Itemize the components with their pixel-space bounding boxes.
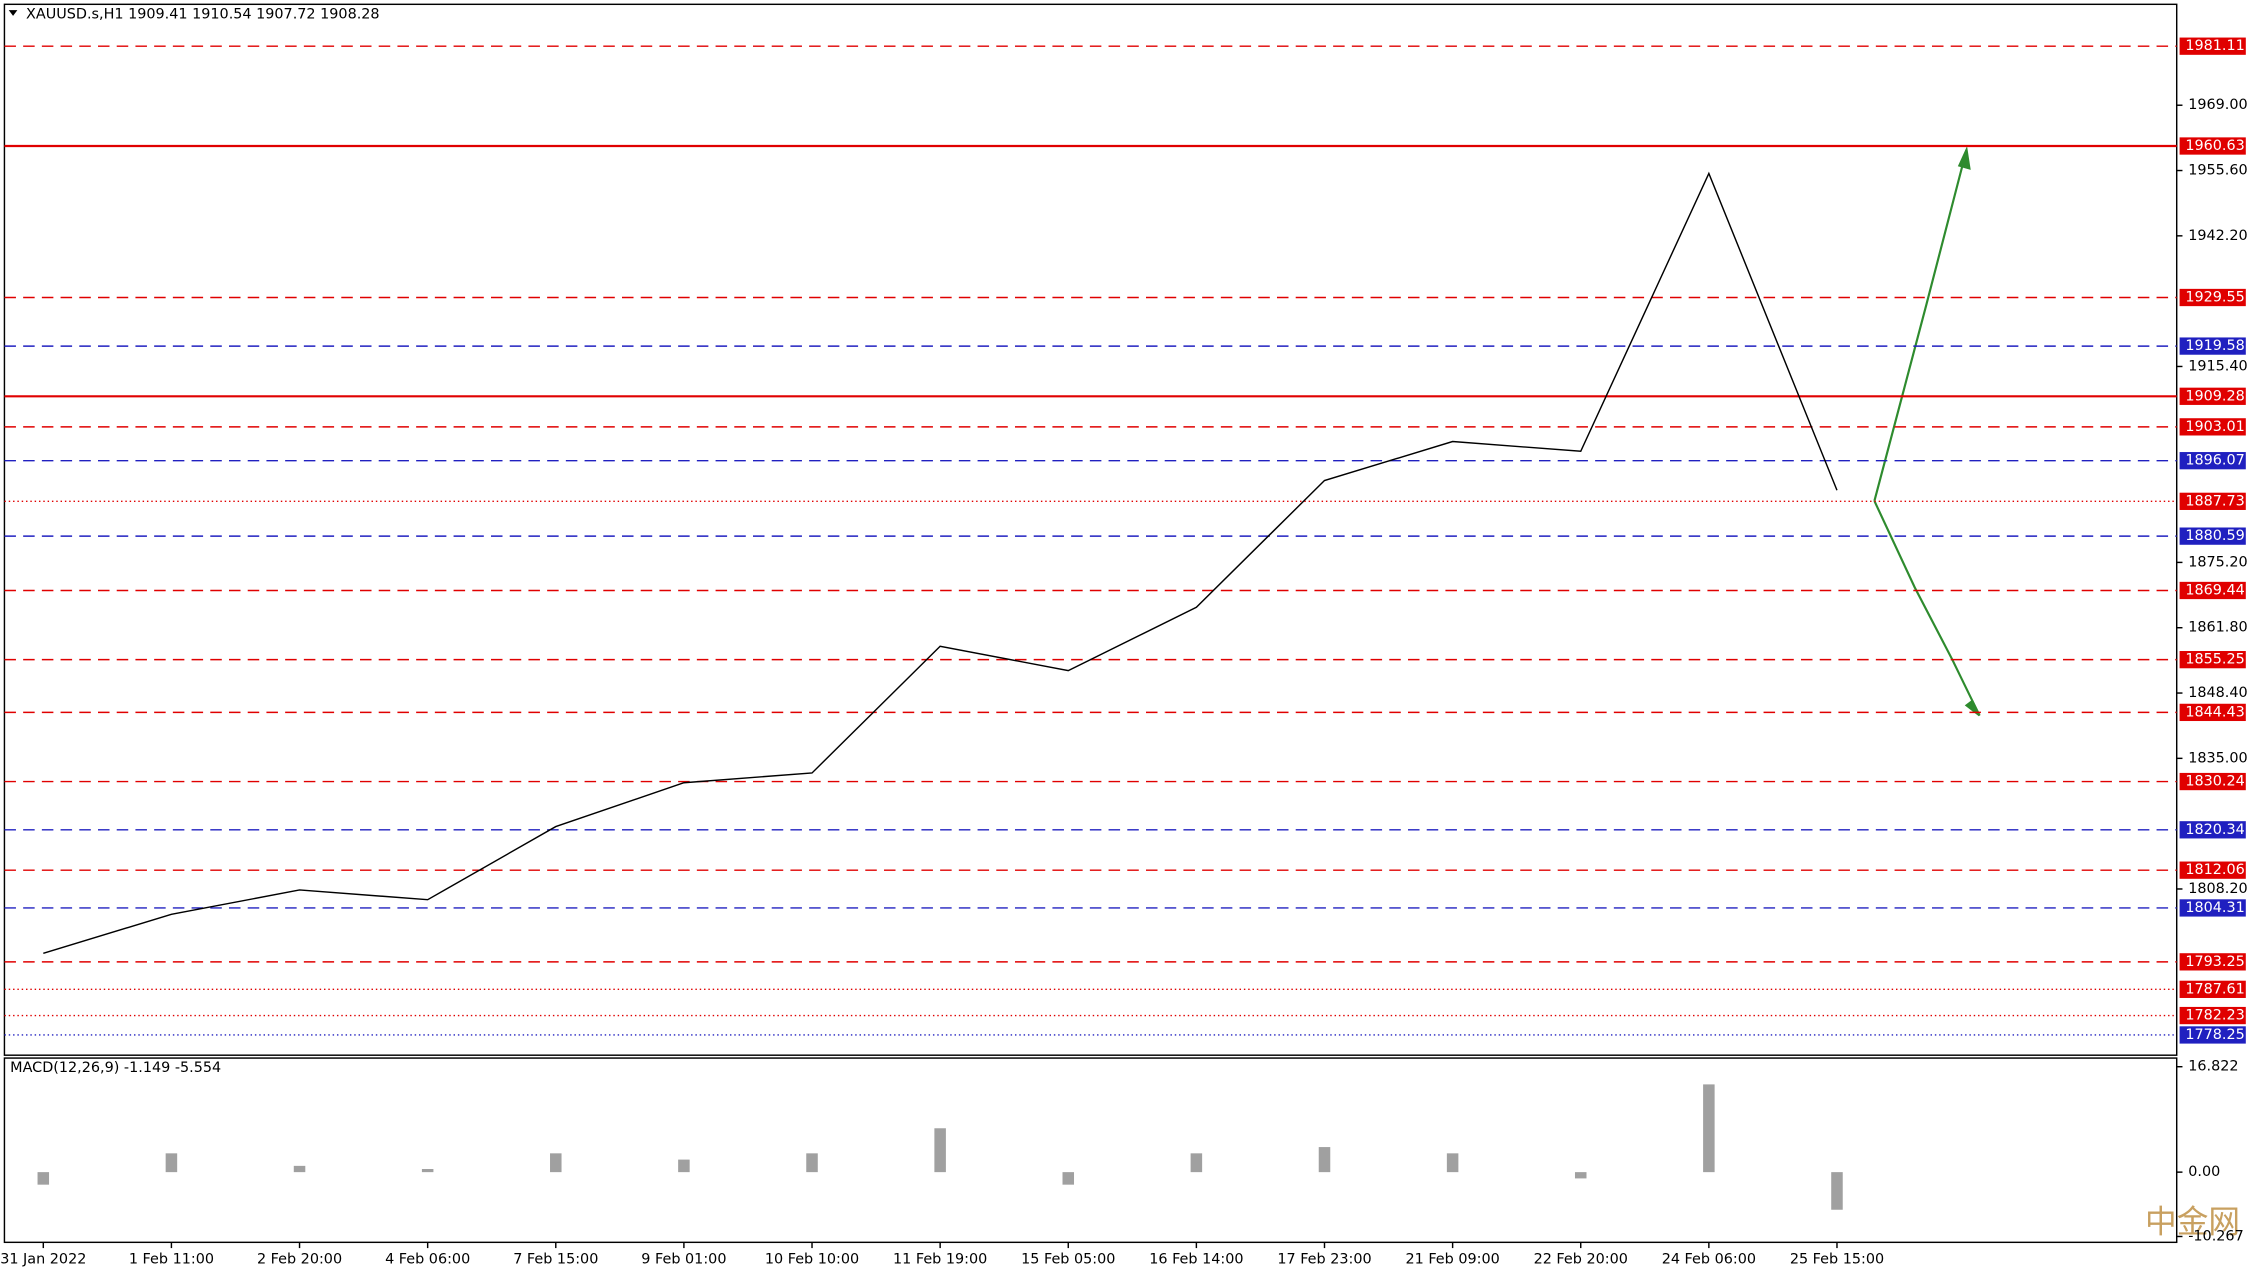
y-tick-label: 1955.60: [2188, 163, 2247, 179]
x-tick-label: 31 Jan 2022: [0, 1252, 86, 1268]
y-tick-label: 16.822: [2188, 1059, 2238, 1075]
main-frame: [3, 3, 2178, 1056]
x-tick-label: 4 Feb 06:00: [385, 1252, 470, 1268]
y-tick-label: 0.00: [2188, 1164, 2220, 1180]
watermark: 中金网: [2145, 1205, 2240, 1241]
chart-title: XAUUSD.s,H1 1909.41 1910.54 1907.72 1908…: [26, 6, 380, 22]
macd-bar: [934, 1128, 946, 1173]
up-arrow: [1873, 149, 1968, 502]
macd-bar: [1318, 1147, 1331, 1173]
level-tag: [2179, 953, 2246, 971]
level-tag: [2179, 772, 2246, 791]
y-tick-label: 1848.40: [2188, 685, 2247, 701]
level-tag: [2179, 651, 2246, 669]
level-label: 1919.58: [2185, 338, 2244, 354]
macd-bar: [421, 1169, 434, 1173]
level-tag: [2179, 137, 2246, 155]
macd-bar: [293, 1165, 306, 1173]
level-label: 1880.59: [2185, 528, 2244, 544]
level-label: 1903.01: [2185, 419, 2244, 435]
level-tag: [2179, 337, 2246, 355]
y-tick-label: 1942.20: [2188, 228, 2247, 244]
level-tag: [2179, 899, 2246, 917]
macd-bar: [678, 1159, 690, 1173]
macd-bar: [1703, 1084, 1715, 1173]
forecast-arrows: [1873, 145, 1981, 717]
y-tick-label: 1969.00: [2188, 97, 2247, 113]
level-label: 1887.73: [2185, 493, 2244, 509]
level-tag: [2179, 1026, 2246, 1044]
macd-bar: [1574, 1172, 1587, 1179]
menu-icon: [8, 10, 18, 16]
y-tick-label: 1861.80: [2188, 620, 2247, 636]
level-label: 1844.43: [2185, 704, 2244, 720]
level-tag: [2179, 861, 2246, 879]
price-line: [43, 171, 1838, 955]
x-tick-label: 10 Feb 10:00: [765, 1252, 859, 1268]
level-label: 1778.25: [2185, 1027, 2244, 1043]
x-tick-label: 16 Feb 14:00: [1149, 1252, 1243, 1268]
level-label: 1830.24: [2185, 774, 2244, 790]
level-tag: [2179, 387, 2246, 405]
level-tag: [2179, 492, 2246, 510]
arrow-heads: [1957, 145, 1981, 717]
x-tick-label: 25 Feb 15:00: [1790, 1252, 1884, 1268]
macd-bar: [1190, 1153, 1203, 1173]
x-tick-label: 2 Feb 20:00: [257, 1252, 342, 1268]
level-label: 1820.34: [2185, 822, 2244, 838]
level-label: 1787.61: [2185, 981, 2244, 997]
level-label: 1804.31: [2185, 900, 2244, 916]
x-tick-label: 24 Feb 06:00: [1662, 1252, 1756, 1268]
macd-bar: [1062, 1172, 1075, 1185]
level-tag: [2179, 418, 2246, 436]
level-label: 1782.23: [2185, 1008, 2244, 1024]
macd-bar: [165, 1153, 178, 1173]
macd-bar: [1831, 1172, 1843, 1210]
level-tag: [2179, 821, 2246, 839]
y-tick-label: 1915.40: [2188, 358, 2247, 374]
x-tick-label: 21 Feb 09:00: [1405, 1252, 1499, 1268]
level-label: 1960.63: [2185, 138, 2244, 154]
macd-bar: [37, 1172, 50, 1185]
level-tag: [2179, 527, 2246, 545]
level-label: 1929.55: [2185, 289, 2244, 305]
x-tick-label: 15 Feb 05:00: [1021, 1252, 1115, 1268]
y-tick-label: -10.267: [2188, 1228, 2244, 1244]
macd-bar: [1446, 1153, 1459, 1173]
x-tick-label: 7 Feb 15:00: [513, 1252, 598, 1268]
y-tick-label: 1835.00: [2188, 750, 2247, 766]
x-tick-label: 11 Feb 19:00: [893, 1252, 987, 1268]
level-tag: [2179, 1006, 2246, 1025]
level-tag: [2179, 452, 2246, 470]
level-tag: [2179, 288, 2246, 307]
macd-frame: [3, 1057, 2178, 1244]
down-arrow: [1873, 500, 1981, 716]
level-label: 1869.44: [2185, 582, 2244, 598]
macd-bar: [806, 1153, 818, 1173]
y-tick-label: 1875.20: [2188, 554, 2247, 570]
level-tag: [2179, 581, 2246, 600]
x-tick-label: 1 Feb 11:00: [129, 1252, 214, 1268]
level-label: 1855.25: [2185, 652, 2244, 668]
level-label: 1896.07: [2185, 453, 2244, 469]
macd-bar: [550, 1153, 562, 1173]
level-label: 1812.06: [2185, 862, 2244, 878]
level-tag: [2179, 980, 2246, 998]
x-tick-label: 17 Feb 23:00: [1277, 1252, 1371, 1268]
level-label: 1909.28: [2185, 388, 2244, 404]
level-label: 1981.11: [2185, 38, 2244, 54]
level-tag: [2179, 37, 2246, 55]
level-tag: [2179, 703, 2246, 722]
macd-title: MACD(12,26,9) -1.149 -5.554: [10, 1060, 221, 1076]
x-tick-label: 9 Feb 01:00: [641, 1252, 726, 1268]
y-tick-label: 1808.20: [2188, 881, 2247, 897]
x-tick-label: 22 Feb 20:00: [1534, 1252, 1628, 1268]
level-label: 1793.25: [2185, 954, 2244, 970]
